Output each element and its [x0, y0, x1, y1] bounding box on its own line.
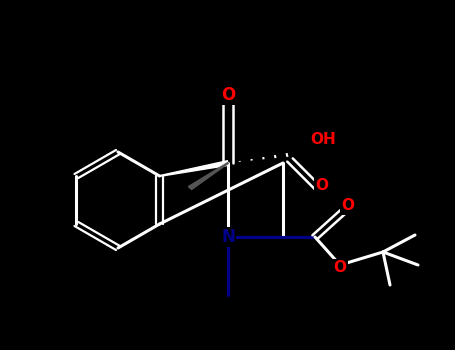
Text: O: O [342, 198, 354, 214]
Text: O: O [315, 177, 329, 192]
Text: OH: OH [310, 133, 336, 147]
Text: O: O [334, 260, 347, 275]
Polygon shape [159, 161, 229, 176]
Text: N: N [221, 228, 235, 246]
Text: O: O [221, 86, 235, 104]
Polygon shape [188, 163, 228, 189]
